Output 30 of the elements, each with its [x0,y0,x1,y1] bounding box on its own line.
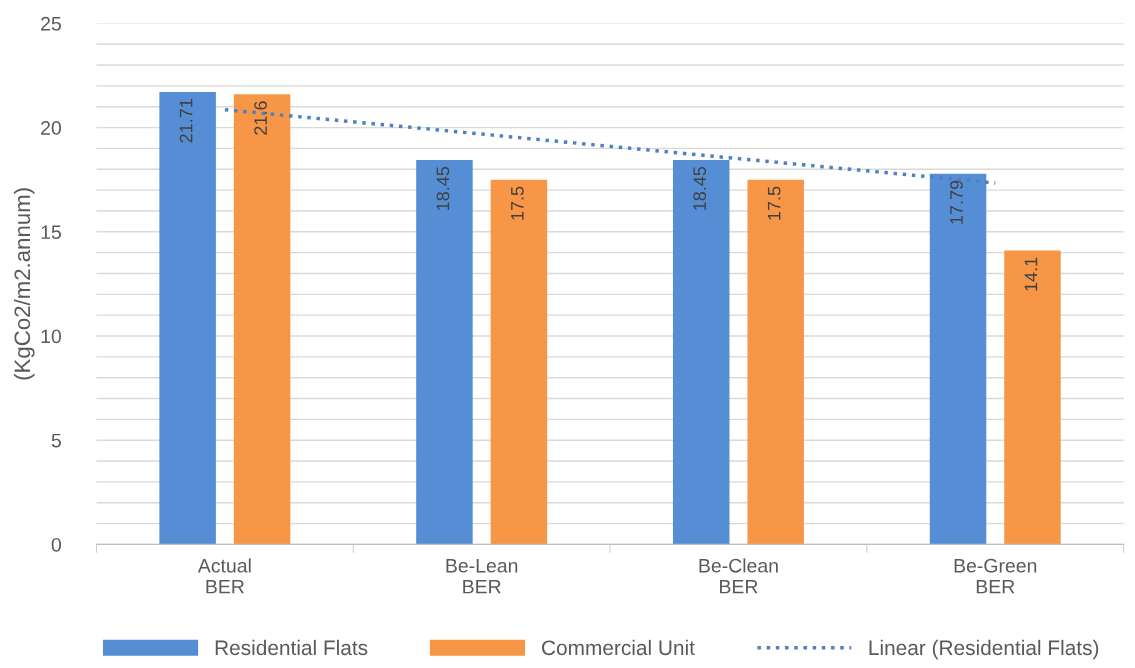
y-axis-title: (KgCo2/m2.annum) [13,188,35,380]
x-tick-label: Be-Lean BER [446,559,518,594]
data-label: 18.45 [693,166,707,210]
bar [1004,250,1061,545]
data-label: 21.71 [179,99,193,143]
x-tick-label: Be-Green BER [954,558,1037,594]
x-tick-label: Be-Clean BER [699,558,778,594]
y-tick-label: 20 [41,121,61,135]
bar [233,94,291,545]
y-tick-label: 15 [41,225,61,240]
bar [490,179,548,545]
bar [416,159,473,545]
bar [159,91,216,545]
legend-label: Residential Flats [215,639,368,656]
legend-label: Commercial Unit [542,639,695,656]
data-label: 17.5 [767,186,781,220]
data-label: 21.6 [254,101,267,135]
y-tick-label: 5 [51,433,61,448]
data-label: 18.45 [436,166,450,210]
legend-label: Linear (Residential Flats) [869,639,1099,660]
bar [672,159,730,545]
y-tick-label: 10 [41,329,61,344]
data-label: 14.1 [1024,257,1038,291]
x-tick-label: Actual BER [197,558,251,594]
data-label: 17.79 [950,180,963,224]
y-tick-label: 25 [41,16,61,31]
data-label: 17.5 [511,186,524,220]
y-tick-label: 0 [51,537,61,552]
bar [747,179,804,545]
bar [929,173,987,545]
